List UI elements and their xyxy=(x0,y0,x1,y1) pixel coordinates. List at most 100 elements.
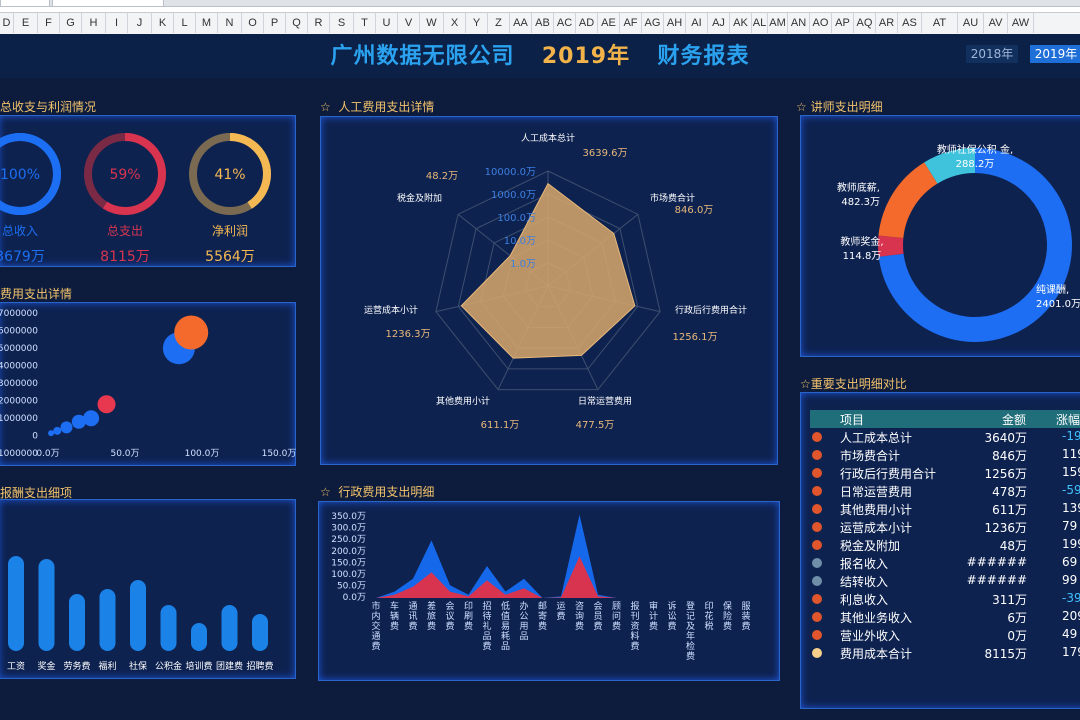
column-header[interactable]: AA xyxy=(510,13,532,33)
column-header[interactable]: M xyxy=(196,13,218,33)
column-header[interactable]: AQ xyxy=(854,13,876,33)
column-header[interactable]: S xyxy=(330,13,354,33)
column-header[interactable]: P xyxy=(264,13,286,33)
column-header[interactable]: U xyxy=(376,13,398,33)
column-header[interactable]: AS xyxy=(898,13,922,33)
column-header[interactable]: AR xyxy=(876,13,898,33)
column-header[interactable]: AD xyxy=(576,13,598,33)
column-header[interactable]: AN xyxy=(788,13,810,33)
area-char: 费 xyxy=(575,620,584,632)
star-icon: ☆ xyxy=(796,100,807,114)
column-header[interactable]: G xyxy=(60,13,82,33)
column-header[interactable]: Q xyxy=(286,13,308,33)
salary-category: 奖金 xyxy=(37,660,55,672)
compare-row: 行政后行费用合计 1256万 159 xyxy=(810,464,1080,482)
column-header[interactable]: Z xyxy=(488,13,510,33)
bubble-point xyxy=(53,426,62,435)
radar-axis-label: 其他费用小计 xyxy=(436,395,490,407)
column-header[interactable]: AC xyxy=(554,13,576,33)
column-header[interactable]: AB xyxy=(532,13,554,33)
status-dot xyxy=(812,612,822,622)
column-header[interactable]: I xyxy=(106,13,128,33)
area-char: 内 xyxy=(371,610,380,622)
area-char: 通 xyxy=(371,631,380,642)
column-header[interactable]: Y xyxy=(466,13,488,33)
header-amount: 金额 xyxy=(1002,413,1027,427)
column-header[interactable]: AU xyxy=(958,13,984,33)
sheet-tab[interactable] xyxy=(52,0,164,7)
compare-row: 市场费合计 846万 119 xyxy=(810,446,1080,464)
area-char: 费 xyxy=(667,620,676,632)
status-dot xyxy=(812,504,822,514)
column-headers: D E F G H I J K L M N O P Q R S T U V W X Y Z AA AB AC AD AE AF AG AH A… xyxy=(0,12,1080,35)
bubble-ytick: -1000000 xyxy=(0,449,38,459)
area-char: 税 xyxy=(704,620,713,632)
column-header[interactable]: AF xyxy=(620,13,642,33)
column-header[interactable]: AV xyxy=(984,13,1008,33)
area-char: 讯 xyxy=(408,611,417,622)
column-header[interactable]: R xyxy=(308,13,330,33)
column-header[interactable]: AP xyxy=(832,13,854,33)
column-header[interactable]: AK xyxy=(730,13,752,33)
column-header[interactable]: D xyxy=(0,13,14,33)
column-header[interactable]: AH xyxy=(664,13,686,33)
bubble-ytick: 7000000 xyxy=(0,309,38,319)
column-header[interactable]: L xyxy=(174,13,196,33)
year-button-2019[interactable]: 2019年 xyxy=(1030,45,1080,63)
row-name: 人工成本总计 xyxy=(840,431,913,445)
row-name: 其他费用小计 xyxy=(840,503,913,517)
row-amount: ###### xyxy=(966,555,1027,569)
column-header[interactable]: F xyxy=(38,13,60,33)
column-header[interactable]: AO xyxy=(810,13,832,33)
column-header[interactable]: AG xyxy=(642,13,664,33)
compare-row: 税金及附加 48万 199 xyxy=(810,536,1080,554)
radar-axis-label: 运营成本小计 xyxy=(364,304,418,316)
bubble-point xyxy=(174,315,209,350)
column-header[interactable]: X xyxy=(444,13,466,33)
column-header[interactable]: AL xyxy=(752,13,768,33)
column-header[interactable]: E xyxy=(14,13,38,33)
area-char: 值 xyxy=(501,610,510,622)
bubble-ytick: 5000000 xyxy=(0,344,38,354)
bubble-point xyxy=(97,395,116,414)
compare-title-text: 重要支出明细对比 xyxy=(810,377,907,391)
column-header[interactable]: W xyxy=(420,13,444,33)
donut-label: 教师底薪, xyxy=(837,181,880,194)
row-amount: 1256万 xyxy=(984,467,1027,481)
bubble-ytick: 2000000 xyxy=(0,397,38,407)
year-button-2018[interactable]: 2018年 xyxy=(966,45,1018,63)
star-icon: ☆ xyxy=(800,377,811,391)
column-header[interactable]: N xyxy=(218,13,242,33)
row-amount: 611万 xyxy=(992,503,1027,517)
column-header[interactable]: V xyxy=(398,13,420,33)
area-char: 诉 xyxy=(667,600,676,612)
column-header[interactable]: AJ xyxy=(708,13,730,33)
sheet-tab[interactable] xyxy=(0,0,50,7)
row-rise: 49 xyxy=(1062,627,1078,641)
area-char: 费 xyxy=(445,620,454,632)
area-char: 员 xyxy=(593,611,602,622)
column-header[interactable]: AI xyxy=(686,13,708,33)
donut-label: 纯课酬, xyxy=(1036,283,1069,296)
column-header[interactable]: AE xyxy=(598,13,620,33)
column-header[interactable]: K xyxy=(152,13,174,33)
salary-category: 福利 xyxy=(98,660,116,672)
column-header[interactable]: H xyxy=(82,13,106,33)
labor-panel-title: ☆ 人工费用支出详情 xyxy=(320,98,434,115)
column-header[interactable]: T xyxy=(354,13,376,33)
status-dot xyxy=(812,594,822,604)
row-rise: 139 xyxy=(1062,501,1080,515)
salary-category: 社保 xyxy=(129,660,147,672)
compare-panel xyxy=(800,392,1080,709)
column-header[interactable]: AT xyxy=(922,13,958,33)
area-char: 公 xyxy=(519,611,528,622)
radar-axis-label: 日常运营费用 xyxy=(578,395,632,407)
area-char: 品 xyxy=(501,641,510,652)
column-header[interactable]: AW xyxy=(1008,13,1034,33)
radar-axis-label: 人工成本总计 xyxy=(521,132,575,144)
row-rise: -19 xyxy=(1062,429,1080,443)
column-header[interactable]: AM xyxy=(768,13,788,33)
column-header[interactable]: O xyxy=(242,13,264,33)
column-header[interactable]: J xyxy=(128,13,152,33)
